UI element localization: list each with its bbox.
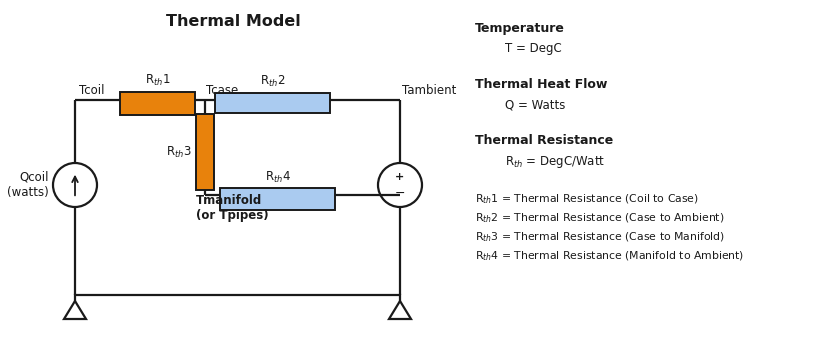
Text: Q = Watts: Q = Watts: [505, 98, 565, 111]
Text: Tcoil: Tcoil: [79, 84, 104, 97]
Text: Tambient: Tambient: [402, 84, 457, 97]
Polygon shape: [389, 301, 411, 319]
Text: −: −: [395, 187, 405, 200]
Bar: [120, 92, 195, 115]
Text: Qcoil
(watts): Qcoil (watts): [8, 171, 49, 199]
Text: R$_{th}$3 = Thermal Resistance (Case to Manifold): R$_{th}$3 = Thermal Resistance (Case to …: [475, 230, 725, 244]
Polygon shape: [64, 301, 86, 319]
Text: Thermal Resistance: Thermal Resistance: [475, 134, 613, 147]
Text: Tmanifold
(or Tpipes): Tmanifold (or Tpipes): [196, 194, 269, 222]
Text: Tcase: Tcase: [206, 84, 238, 97]
Text: R$_{th}$1: R$_{th}$1: [144, 73, 170, 88]
Text: Temperature: Temperature: [475, 22, 564, 35]
Text: R$_{th}$1 = Thermal Resistance (Coil to Case): R$_{th}$1 = Thermal Resistance (Coil to …: [475, 192, 699, 206]
Text: R$_{th}$2 = Thermal Resistance (Case to Ambient): R$_{th}$2 = Thermal Resistance (Case to …: [475, 211, 725, 225]
Text: R$_{th}$3: R$_{th}$3: [166, 144, 192, 160]
Text: R$_{th}$4 = Thermal Resistance (Manifold to Ambient): R$_{th}$4 = Thermal Resistance (Manifold…: [475, 249, 744, 263]
Bar: [220, 188, 335, 210]
Text: T = DegC: T = DegC: [505, 42, 562, 55]
Text: +: +: [396, 172, 405, 182]
Text: R$_{th}$ = DegC/Watt: R$_{th}$ = DegC/Watt: [505, 154, 605, 170]
Bar: [215, 93, 330, 113]
Text: R$_{th}$2: R$_{th}$2: [260, 74, 286, 89]
Text: Thermal Model: Thermal Model: [166, 14, 301, 29]
Text: Thermal Heat Flow: Thermal Heat Flow: [475, 78, 607, 91]
Text: R$_{th}$4: R$_{th}$4: [265, 170, 291, 185]
Bar: [196, 114, 214, 190]
